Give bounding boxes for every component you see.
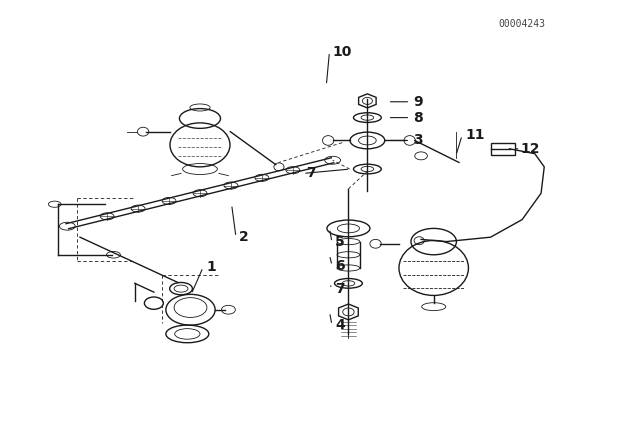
- Text: 7: 7: [306, 167, 316, 181]
- Text: 7: 7: [335, 282, 345, 296]
- Text: 3: 3: [413, 134, 423, 147]
- Text: 1: 1: [206, 260, 216, 274]
- Text: 2: 2: [239, 230, 249, 244]
- Text: 9: 9: [413, 95, 423, 109]
- Text: 10: 10: [333, 45, 352, 59]
- Text: 12: 12: [521, 142, 540, 156]
- Text: 4: 4: [335, 318, 345, 332]
- Text: 11: 11: [465, 128, 484, 142]
- Text: 6: 6: [335, 259, 345, 273]
- Text: 5: 5: [335, 236, 345, 250]
- Text: 8: 8: [413, 111, 423, 125]
- Text: 00004243: 00004243: [499, 19, 546, 29]
- Bar: [490, 142, 515, 155]
